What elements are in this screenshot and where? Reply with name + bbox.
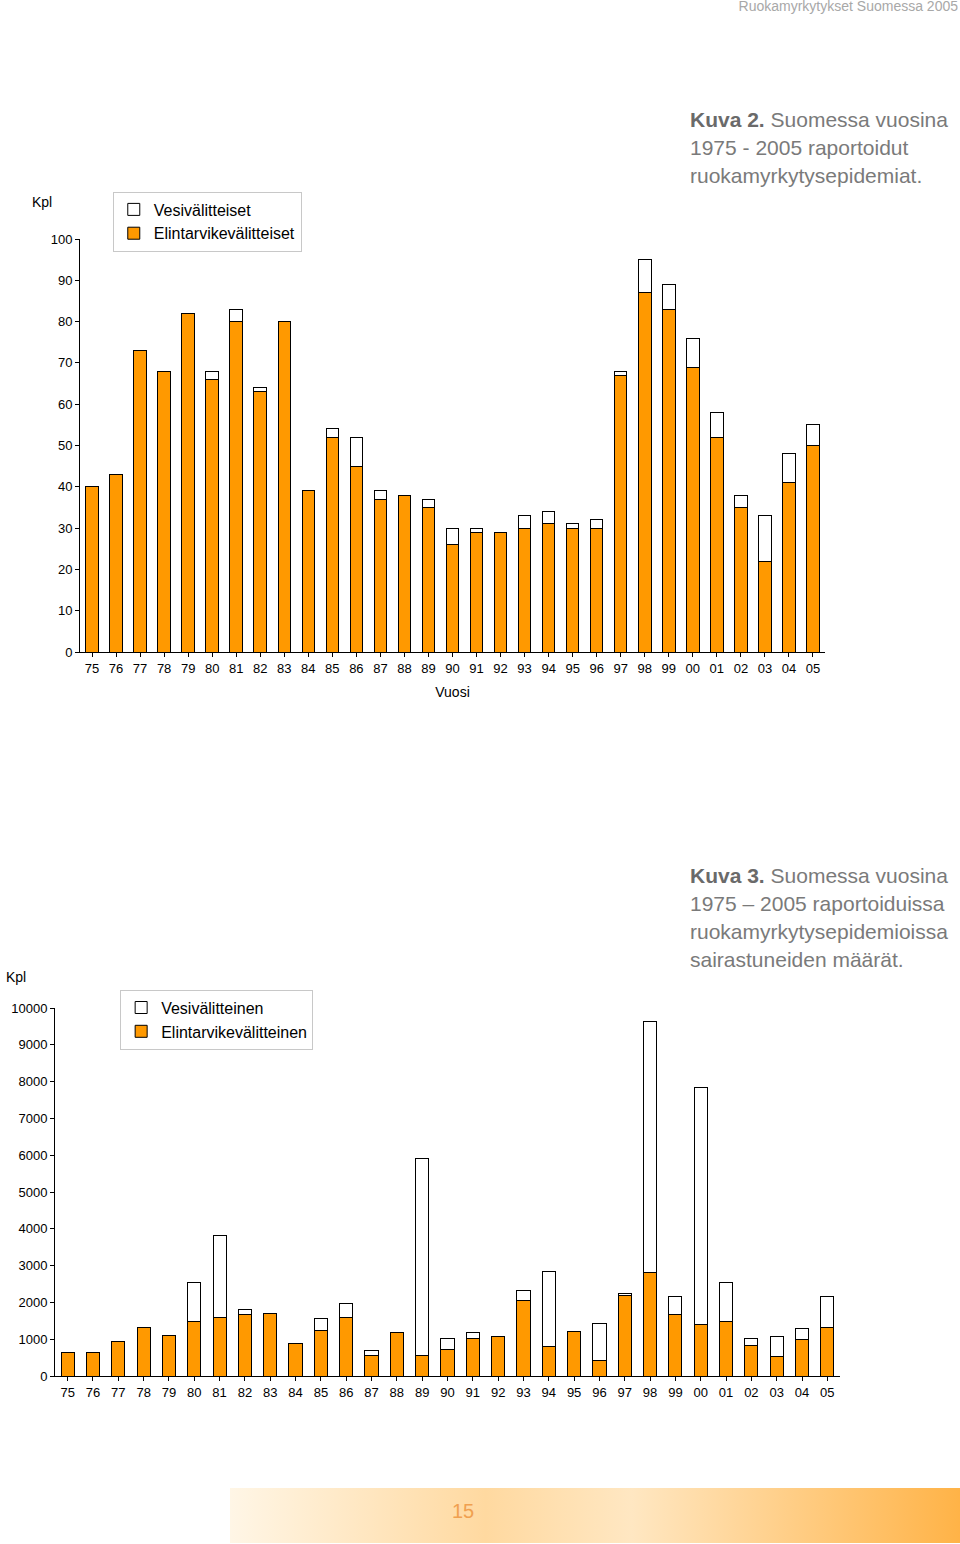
svg-text:Vuosi: Vuosi (435, 684, 470, 700)
svg-text:90: 90 (58, 273, 72, 288)
svg-text:85: 85 (325, 661, 339, 676)
svg-text:89: 89 (421, 661, 435, 676)
svg-text:76: 76 (109, 661, 123, 676)
svg-text:6000: 6000 (18, 1148, 47, 1163)
svg-text:83: 83 (277, 661, 291, 676)
svg-text:94: 94 (541, 661, 555, 676)
svg-text:Kpl: Kpl (6, 969, 26, 985)
html-text:Kuva 2. Suomessa vuosina 1975: Kuva 2. Suomessa vuosina 1975 - 2005 rap… (690, 108, 948, 187)
svg-text:8000: 8000 (18, 1074, 47, 1089)
svg-text:10: 10 (58, 603, 72, 618)
svg-text:92: 92 (491, 1385, 505, 1400)
svg-text:03: 03 (758, 661, 772, 676)
svg-text:3000: 3000 (18, 1258, 47, 1273)
svg-text:90: 90 (440, 1385, 454, 1400)
svg-text:82: 82 (253, 661, 267, 676)
svg-text:Elintarvikevälitteiset: Elintarvikevälitteiset (154, 225, 295, 242)
svg-text:20: 20 (58, 562, 72, 577)
svg-text:82: 82 (238, 1385, 252, 1400)
svg-text:80: 80 (58, 314, 72, 329)
svg-text:84: 84 (301, 661, 315, 676)
svg-text:02: 02 (744, 1385, 758, 1400)
svg-text:78: 78 (136, 1385, 150, 1400)
svg-text:05: 05 (806, 661, 820, 676)
svg-text:75: 75 (60, 1385, 74, 1400)
svg-text:87: 87 (364, 1385, 378, 1400)
svg-text:89: 89 (415, 1385, 429, 1400)
svg-text:98: 98 (638, 661, 652, 676)
svg-text:05: 05 (820, 1385, 834, 1400)
svg-text:100: 100 (51, 232, 73, 247)
svg-text:95: 95 (567, 1385, 581, 1400)
svg-text:Vesivälitteinen: Vesivälitteinen (161, 1000, 263, 1017)
svg-text:95: 95 (565, 661, 579, 676)
svg-text:0: 0 (40, 1369, 47, 1384)
svg-text:60: 60 (58, 397, 72, 412)
svg-text:5000: 5000 (18, 1185, 47, 1200)
svg-text:00: 00 (693, 1385, 707, 1400)
svg-text:85: 85 (314, 1385, 328, 1400)
svg-text:88: 88 (390, 1385, 404, 1400)
svg-text:97: 97 (618, 1385, 632, 1400)
svg-text:91: 91 (466, 1385, 480, 1400)
svg-text:2000: 2000 (18, 1295, 47, 1310)
svg-text:91: 91 (469, 661, 483, 676)
svg-text:77: 77 (133, 661, 147, 676)
svg-text:93: 93 (517, 661, 531, 676)
svg-text:88: 88 (397, 661, 411, 676)
svg-text:0: 0 (65, 645, 72, 660)
svg-text:86: 86 (349, 661, 363, 676)
svg-text:87: 87 (373, 661, 387, 676)
html-text:15: 15 (452, 1500, 475, 1522)
svg-text:Kpl: Kpl (32, 194, 52, 210)
svg-text:03: 03 (769, 1385, 783, 1400)
svg-text:99: 99 (668, 1385, 682, 1400)
svg-text:81: 81 (212, 1385, 226, 1400)
svg-text:40: 40 (58, 479, 72, 494)
svg-text:1000: 1000 (18, 1332, 47, 1347)
svg-text:94: 94 (542, 1385, 556, 1400)
svg-text:01: 01 (719, 1385, 733, 1400)
svg-text:77: 77 (111, 1385, 125, 1400)
svg-text:76: 76 (86, 1385, 100, 1400)
svg-text:7000: 7000 (18, 1111, 47, 1126)
svg-text:Elintarvikevälitteinen: Elintarvikevälitteinen (161, 1024, 307, 1041)
svg-text:75: 75 (85, 661, 99, 676)
svg-text:96: 96 (592, 1385, 606, 1400)
svg-text:01: 01 (710, 661, 724, 676)
svg-text:78: 78 (157, 661, 171, 676)
svg-text:97: 97 (613, 661, 627, 676)
svg-text:30: 30 (58, 521, 72, 536)
svg-text:83: 83 (263, 1385, 277, 1400)
svg-text:96: 96 (589, 661, 603, 676)
svg-text:98: 98 (643, 1385, 657, 1400)
svg-text:92: 92 (493, 661, 507, 676)
svg-text:02: 02 (734, 661, 748, 676)
svg-text:84: 84 (288, 1385, 302, 1400)
svg-text:04: 04 (782, 661, 796, 676)
svg-text:Vesivälitteiset: Vesivälitteiset (154, 202, 251, 219)
svg-text:93: 93 (516, 1385, 530, 1400)
svg-text:4000: 4000 (18, 1221, 47, 1236)
svg-text:79: 79 (162, 1385, 176, 1400)
html-text:Kuva 3. Suomessa vuosina 1975: Kuva 3. Suomessa vuosina 1975 – 2005 rap… (690, 864, 948, 971)
svg-text:9000: 9000 (18, 1037, 47, 1052)
svg-text:99: 99 (662, 661, 676, 676)
svg-text:81: 81 (229, 661, 243, 676)
svg-text:70: 70 (58, 355, 72, 370)
svg-text:80: 80 (205, 661, 219, 676)
svg-text:90: 90 (445, 661, 459, 676)
svg-text:00: 00 (686, 661, 700, 676)
svg-text:79: 79 (181, 661, 195, 676)
svg-text:80: 80 (187, 1385, 201, 1400)
svg-text:04: 04 (795, 1385, 809, 1400)
svg-text:10000: 10000 (11, 1001, 47, 1016)
svg-text:86: 86 (339, 1385, 353, 1400)
svg-text:50: 50 (58, 438, 72, 453)
